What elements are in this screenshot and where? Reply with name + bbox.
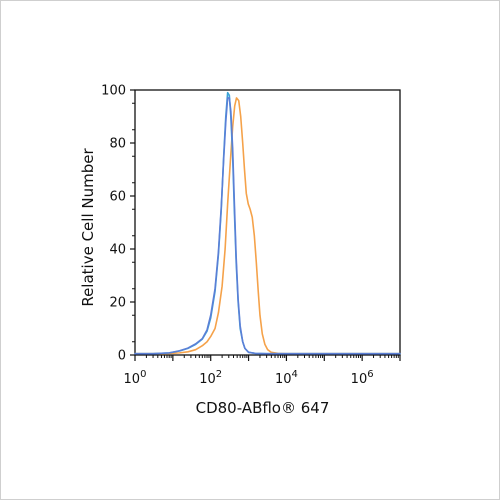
series-line-2 — [134, 91, 401, 355]
x-tick-label-exponent: 6 — [367, 369, 373, 380]
y-tick-label: 100 — [101, 84, 126, 99]
x-tick-label: 106 — [351, 369, 374, 387]
x-tick-label-exponent: 0 — [140, 369, 146, 380]
y-tick-label: 20 — [109, 296, 126, 311]
y-tick-label: 0 — [118, 349, 126, 364]
x-tick-label: 102 — [199, 369, 222, 387]
y-axis-title: Relative Cell Number — [79, 148, 97, 307]
x-tick-label-base: 10 — [275, 372, 292, 387]
x-axis-title: CD80-ABflo® 647 — [196, 399, 330, 417]
x-tick-label-exponent: 2 — [216, 369, 222, 380]
y-tick-label: 40 — [109, 243, 126, 258]
x-tick-label: 100 — [124, 369, 147, 387]
x-tick-label-base: 10 — [351, 372, 368, 387]
y-tick-label: 80 — [109, 137, 126, 152]
x-tick-label: 104 — [275, 369, 298, 387]
y-tick-label: 60 — [109, 190, 126, 205]
x-tick-label-base: 10 — [124, 372, 141, 387]
series-line-1 — [134, 97, 401, 355]
plot-area-border — [134, 89, 401, 356]
series-line-3 — [134, 97, 401, 355]
x-tick-label-base: 10 — [199, 372, 216, 387]
x-tick-label-exponent: 4 — [292, 369, 298, 380]
